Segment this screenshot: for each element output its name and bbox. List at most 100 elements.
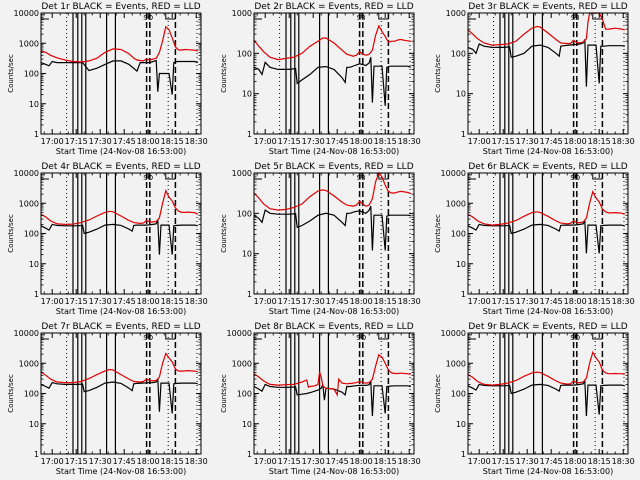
x-axis-label: Start Time (24-Nov-08 16:53:00) [269, 147, 399, 156]
series-events [467, 39, 625, 87]
plot-frame [253, 12, 415, 135]
series-events [40, 59, 198, 95]
x-tick-label: 17:00 [254, 457, 277, 466]
y-tick-label: 10000 [14, 9, 39, 18]
x-tick-label: 17:15 [492, 297, 515, 306]
panel-title: Det 8r BLACK = Events, RED = LLD [254, 322, 413, 332]
x-tick-label: 17:45 [113, 297, 136, 306]
x-tick-label: 18:15 [161, 457, 184, 466]
x-tick-label: 17:00 [468, 297, 491, 306]
y-tick-label: 10 [29, 420, 39, 429]
x-tick-label: 18:30 [398, 457, 421, 466]
x-tick-label: 18:15 [374, 297, 397, 306]
y-tick-label: 1 [34, 450, 39, 459]
y-tick-label: 1 [247, 450, 252, 459]
y-axis-label: Counts/sec [220, 374, 228, 413]
detector-panel-5: Det 5r BLACK = Events, RED = LLDS3110100… [220, 162, 421, 316]
series-lld [40, 188, 199, 226]
x-tick-label: 18:30 [612, 457, 635, 466]
y-tick-label: 1000 [232, 359, 252, 368]
x-tick-label: 18:15 [374, 457, 397, 466]
x-tick-label: 17:15 [278, 297, 301, 306]
x-axis-label: Start Time (24-Nov-08 16:53:00) [269, 307, 399, 316]
x-tick-label: 18:15 [374, 137, 397, 146]
y-tick-label: 10000 [441, 169, 466, 178]
x-tick-label: 17:30 [516, 457, 539, 466]
series-events [40, 219, 198, 255]
x-tick-label: 17:30 [516, 137, 539, 146]
x-tick-label: 18:30 [185, 457, 208, 466]
series-lld [253, 353, 411, 397]
x-tick-label: 17:45 [326, 297, 349, 306]
x-axis-label: Start Time (24-Nov-08 16:53:00) [56, 467, 186, 476]
x-tick-label: 18:30 [398, 297, 421, 306]
series-lld [467, 350, 625, 386]
x-tick-label: 17:30 [302, 297, 325, 306]
y-tick-label: 100 [451, 230, 466, 239]
x-tick-label: 17:00 [41, 297, 64, 306]
x-tick-label: 18:30 [398, 137, 421, 146]
series-events [253, 379, 411, 417]
plot-frame [253, 332, 415, 455]
series-lld [40, 25, 198, 63]
x-tick-label: 17:15 [65, 297, 88, 306]
x-tick-label: 17:45 [540, 457, 563, 466]
y-tick-label: 100 [237, 390, 252, 399]
y-axis-label: Counts/sec [434, 214, 442, 253]
x-axis-label: Start Time (24-Nov-08 16:53:00) [56, 147, 186, 156]
x-tick-label: 17:30 [302, 137, 325, 146]
x-tick-label: 17:30 [89, 297, 112, 306]
x-tick-label: 18:30 [185, 137, 208, 146]
y-tick-label: 10 [456, 260, 466, 269]
x-tick-label: 18:00 [350, 457, 373, 466]
x-tick-label: 18:15 [588, 457, 611, 466]
y-tick-label: 10000 [14, 169, 39, 178]
x-tick-label: 18:00 [564, 457, 587, 466]
plot-frame [40, 12, 202, 135]
y-tick-label: 100 [237, 209, 252, 218]
x-tick-label: 18:00 [350, 137, 373, 146]
y-axis-label: Counts/sec [434, 54, 442, 93]
y-tick-label: 10000 [227, 329, 252, 338]
panel-title: Det 3r BLACK = Events, RED = LLD [468, 2, 627, 12]
y-tick-label: 1 [247, 130, 252, 139]
y-tick-label: 100 [237, 49, 252, 58]
detector-panel-4: Det 4r BLACK = Events, RED = LLDSO110100… [7, 162, 208, 316]
x-tick-label: 18:00 [137, 137, 160, 146]
x-tick-label: 17:15 [278, 137, 301, 146]
x-tick-label: 17:30 [516, 297, 539, 306]
x-tick-label: 18:15 [161, 297, 184, 306]
x-tick-label: 17:00 [468, 137, 491, 146]
panel-title: Det 6r BLACK = Events, RED = LLD [468, 162, 627, 172]
detector-panel-2: Det 2r BLACK = Events, RED = LLDS3110100… [220, 2, 421, 156]
detector-panel-7: Det 7r BLACK = Events, RED = LLDSO110100… [7, 322, 208, 476]
y-tick-label: 1000 [19, 359, 39, 368]
y-axis-label: Counts/sec [220, 54, 228, 93]
y-tick-label: 10 [242, 250, 252, 259]
plot-frame [467, 12, 629, 135]
x-tick-label: 17:00 [468, 457, 491, 466]
x-axis-label: Start Time (24-Nov-08 16:53:00) [483, 147, 613, 156]
x-tick-label: 17:45 [326, 137, 349, 146]
y-axis-label: Counts/sec [434, 374, 442, 413]
x-tick-label: 18:15 [588, 137, 611, 146]
y-tick-label: 10000 [14, 329, 39, 338]
x-tick-label: 17:30 [89, 137, 112, 146]
y-tick-label: 10 [242, 90, 252, 99]
plot-frame [467, 332, 629, 455]
y-tick-label: 100 [451, 390, 466, 399]
x-tick-label: 18:00 [350, 297, 373, 306]
plot-frame [253, 172, 415, 295]
panel-title: Det 7r BLACK = Events, RED = LLD [41, 322, 200, 332]
y-tick-label: 100 [24, 70, 39, 79]
y-tick-label: 100 [451, 49, 466, 58]
x-axis-label: Start Time (24-Nov-08 16:53:00) [269, 467, 399, 476]
y-tick-label: 1000 [446, 359, 466, 368]
series-events [253, 205, 411, 251]
y-tick-label: 1000 [19, 199, 39, 208]
series-events [467, 219, 625, 254]
plot-frame [40, 332, 202, 455]
x-tick-label: 17:15 [65, 137, 88, 146]
plot-frame [40, 172, 202, 295]
x-tick-label: 18:15 [588, 297, 611, 306]
